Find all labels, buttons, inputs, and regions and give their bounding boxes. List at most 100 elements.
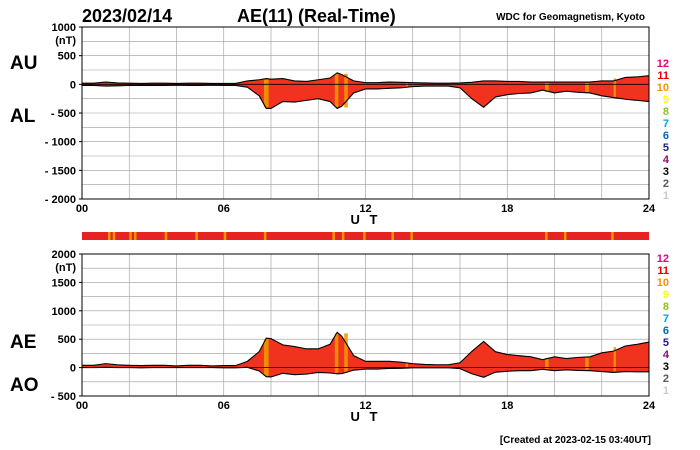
au-al-ytick-label: 1000 [52, 22, 76, 34]
legend-station-count: 8 [663, 301, 669, 313]
ae-ao-ytick-label: 2000 [52, 249, 76, 261]
legend-station-count: 1 [663, 385, 669, 397]
au-al-unit-label: (nT) [55, 35, 76, 47]
quality-bar-mark [563, 232, 567, 240]
au-al-ytick-label: - 500 [51, 108, 76, 120]
created-timestamp: [Created at 2023-02-15 03:40UT] [500, 435, 651, 446]
legend-station-count: 5 [663, 337, 669, 349]
legend-station-count: 10 [657, 277, 669, 289]
legend-station-count: 6 [663, 325, 669, 337]
legend-station-count: 3 [663, 361, 669, 373]
au-al-quality-band [344, 73, 348, 108]
ae-ao-quality-band [585, 357, 589, 370]
ae-ao-quality-band [545, 357, 549, 370]
au-al-label-lower: AL [10, 106, 36, 127]
ae-ao-quality-band [613, 347, 616, 372]
legend-station-count: 8 [663, 106, 669, 118]
quality-bar-mark [164, 232, 168, 240]
legend-station-count: 4 [663, 154, 670, 166]
ae-ao-xtick-label: 12 [359, 400, 371, 412]
quality-bar-mark [410, 232, 413, 240]
au-al-quality-band [545, 83, 549, 92]
quality-bar-mark [611, 232, 614, 240]
ae-ao-ytick-label: 0 [70, 363, 76, 375]
ae-ao-frame [81, 253, 650, 397]
quality-bar-mark [263, 232, 267, 240]
au-al-ytick-label: 500 [58, 51, 76, 63]
au-al-quality-band [613, 78, 616, 99]
legend-station-count: 3 [663, 166, 669, 178]
au-al-ytick-label: - 2000 [45, 194, 76, 206]
legend-station-count: 9 [663, 94, 669, 106]
au-al-panel: 1000 500 0 - 500 - 1000 - 1500 - 2000 (nT) 00 06 1… [10, 22, 656, 227]
ae-ao-grid [81, 253, 650, 397]
quality-bar-mark [133, 232, 137, 240]
ae-ao-series-line-ae [82, 331, 650, 367]
au-al-xtick-label: 12 [359, 203, 371, 215]
data-source: WDC for Geomagnetism, Kyoto [496, 12, 645, 23]
ae-ao-quality-band [405, 363, 409, 368]
au-al-ytick-label: - 1500 [45, 165, 76, 177]
legend-station-count: 2 [663, 178, 669, 190]
quality-bar-mark [332, 232, 335, 240]
ae-ao-ytick-label: - 500 [51, 391, 76, 403]
quality-bar-mark [391, 232, 394, 240]
quality-bar-mark [223, 232, 227, 240]
legend-station-count: 1 [663, 190, 669, 202]
au-al-xtick-label: 18 [501, 203, 513, 215]
quality-bar-mark [341, 232, 345, 240]
au-al-quality-band [263, 79, 269, 108]
legend-station-count: 11 [657, 70, 669, 82]
quality-bar-mark [129, 232, 132, 240]
au-al-xaxis-label: U T [351, 212, 381, 227]
legend-station-count: 10 [657, 82, 669, 94]
au-al-xtick-label: 00 [76, 203, 88, 215]
ae-ao-label-lower: AO [10, 375, 39, 396]
legend-station-count: 7 [663, 118, 669, 130]
data-quality-bar [82, 232, 649, 240]
ae-ao-xtick-label: 00 [76, 400, 88, 412]
quality-bar-mark [363, 232, 366, 240]
au-al-label-upper: AU [10, 53, 37, 74]
au-al-quality-band [585, 83, 589, 92]
legend-station-count: 2 [663, 373, 669, 385]
ae-ao-label-upper: AE [10, 332, 36, 353]
legend-station-count: 5 [663, 142, 669, 154]
au-al-quality-band [334, 73, 339, 108]
ae-ao-ytick-label: 1500 [52, 277, 76, 289]
plot-date: 2023/02/14 [82, 6, 172, 26]
au-al-series-line-au [82, 72, 650, 85]
ae-ao-xtick-label: 24 [643, 400, 656, 412]
legend-station-count: 7 [663, 313, 669, 325]
ae-ao-quality-band [334, 333, 339, 373]
ae-ao-quality-band [344, 333, 348, 373]
legend-station-count: 12 [657, 253, 669, 265]
ae-ao-quality-band [263, 339, 269, 376]
ae-ao-ytick-label: 1000 [52, 306, 76, 318]
au-al-ytick-label: - 1000 [45, 137, 76, 149]
au-al-grid [81, 26, 650, 200]
au-al-xtick-label: 24 [643, 203, 656, 215]
legend-station-count: 6 [663, 130, 669, 142]
quality-bar-mark [112, 232, 116, 240]
ae-ao-ytick-label: 500 [58, 334, 76, 346]
ae-ao-unit-label: (nT) [55, 262, 76, 274]
legend-station-count: 4 [663, 349, 670, 361]
ae-ao-xtick-label: 18 [501, 400, 513, 412]
au-al-quality-band [405, 83, 409, 87]
ae-ao-xtick-label: 06 [218, 400, 230, 412]
plot-title: AE(11) (Real-Time) [237, 6, 396, 26]
quality-bar-mark [107, 232, 111, 240]
quality-bar-mark [195, 232, 198, 240]
ae-ao-panel: 2000 1500 1000 500 0 - 500 (nT) 00 06 12 18 24 U T AE… [10, 249, 656, 424]
legend-station-count: 12 [657, 58, 669, 70]
legend-station-count: 11 [657, 265, 669, 277]
ae-ao-xaxis-label: U T [351, 409, 381, 424]
quality-bar-mark [545, 232, 548, 240]
au-al-xtick-label: 06 [218, 203, 230, 215]
legend-station-count: 9 [663, 289, 669, 301]
au-al-series-line-al [82, 84, 650, 110]
au-al-ytick-label: 0 [70, 79, 76, 91]
